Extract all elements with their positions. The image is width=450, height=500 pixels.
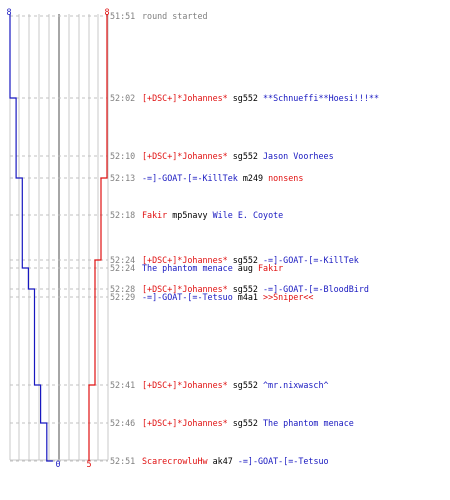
event-time: 52:24 <box>110 263 135 273</box>
event-part-red: [+DSC+]*Johannes* <box>142 151 228 161</box>
event-part-red: nonsens <box>268 173 303 183</box>
event-part-black: m4a1 <box>233 292 263 302</box>
event-part-black: aug <box>233 263 258 273</box>
event-part-blue: The phantom menace <box>263 418 354 428</box>
event-part-red: ScarecrowluHw <box>142 456 209 466</box>
event-time: 52:29 <box>110 292 135 302</box>
event-part-red: [+DSC+]*Johannes* <box>142 284 228 294</box>
blue-top-label: 8 <box>6 7 11 17</box>
event-row: 51:51 round started <box>110 11 208 21</box>
event-text: [+DSC+]*Johannes* sg552 -=]-GOAT-[=-Bloo… <box>142 284 369 294</box>
axis-labels: 8 8 0 5 <box>6 7 109 469</box>
event-part-red: [+DSC+]*Johannes* <box>142 93 228 103</box>
event-row: 52:24 The phantom menace aug Fakir <box>110 263 283 273</box>
event-part-blue: -=]-GOAT-[=-BloodBird <box>263 284 369 294</box>
event-time: 52:24 <box>110 255 135 265</box>
event-part-blue: -=]-GOAT-[=-KillTek <box>263 255 359 265</box>
event-part-blue: -=]-GOAT-[=-Tetsuo <box>142 292 233 302</box>
blue-score-line <box>9 14 53 462</box>
event-part-black: sg552 <box>228 418 263 428</box>
event-time: 52:13 <box>110 173 135 183</box>
event-part-red: [+DSC+]*Johannes* <box>142 418 228 428</box>
event-part-blue: The phantom menace <box>142 263 233 273</box>
event-text: ScarecrowluHw ak47 -=]-GOAT-[=-Tetsuo <box>142 456 329 466</box>
event-part-blue: Wile E. Coyote <box>213 210 284 220</box>
event-row: 52:28 [+DSC+]*Johannes* sg552 -=]-GOAT-[=… <box>110 284 369 294</box>
event-part-black: m249 <box>238 173 268 183</box>
event-text: -=]-GOAT-[=-Tetsuo m4a1 >>Sniper<< <box>142 292 313 302</box>
event-row: 52:51 ScarecrowluHw ak47 -=]-GOAT-[=-Tets… <box>110 456 329 466</box>
event-part-black: sg552 <box>228 255 263 265</box>
event-part-black: sg552 <box>228 380 263 390</box>
event-text: round started <box>142 11 208 21</box>
event-part-red: [+DSC+]*Johannes* <box>142 255 228 265</box>
score-lines <box>9 14 108 462</box>
event-time: 51:51 <box>110 11 135 21</box>
event-part-blue: Jason Voorhees <box>263 151 334 161</box>
event-part-black: mp5navy <box>167 210 212 220</box>
red-score-line <box>88 14 108 461</box>
event-part-blue: **Schnueffi**Hoesi!!!** <box>263 93 379 103</box>
event-text: [+DSC+]*Johannes* sg552 -=]-GOAT-[=-Kill… <box>142 255 359 265</box>
event-time: 52:10 <box>110 151 135 161</box>
event-text: [+DSC+]*Johannes* sg552 The phantom mena… <box>142 418 354 428</box>
event-row: 52:18 Fakir mp5navy Wile E. Coyote <box>110 210 283 220</box>
event-part-blue: -=]-GOAT-[=-KillTek <box>142 173 238 183</box>
event-part-black: sg552 <box>228 151 263 161</box>
event-part-black: ak47 <box>208 456 238 466</box>
event-text: The phantom menace aug Fakir <box>142 263 283 273</box>
event-part-red: Fakir <box>142 210 167 220</box>
kill-event-log: 51:51 round started 52:02 [+DSC+]*Johannes*… <box>110 11 379 466</box>
event-part-black: sg552 <box>228 284 263 294</box>
event-row: 52:29 -=]-GOAT-[=-Tetsuo m4a1 >>Sniper<< <box>110 292 313 302</box>
event-part-blue: ^mr.nixwasch^ <box>263 380 329 390</box>
event-part-black: sg552 <box>228 93 263 103</box>
red-top-label: 8 <box>104 7 109 17</box>
event-row: 52:41 [+DSC+]*Johannes* sg552 ^mr.nixwasc… <box>110 380 329 390</box>
blue-bottom-label: 0 <box>55 459 60 469</box>
event-text: -=]-GOAT-[=-KillTek m249 nonsens <box>142 173 303 183</box>
event-row: 52:10 [+DSC+]*Johannes* sg552 Jason Voorh… <box>110 151 334 161</box>
event-time: 52:41 <box>110 380 135 390</box>
chart-grid <box>9 14 109 461</box>
event-part-gray: round started <box>142 11 208 21</box>
event-time: 52:02 <box>110 93 135 103</box>
event-part-blue: -=]-GOAT-[=-Tetsuo <box>238 456 329 466</box>
event-time: 52:18 <box>110 210 135 220</box>
event-guide-lines <box>10 15 108 462</box>
event-text: Fakir mp5navy Wile E. Coyote <box>142 210 283 220</box>
event-part-red: >>Sniper<< <box>263 292 313 302</box>
event-time: 52:46 <box>110 418 135 428</box>
event-row: 52:02 [+DSC+]*Johannes* sg552 **Schnueffi… <box>110 93 379 103</box>
event-text: [+DSC+]*Johannes* sg552 ^mr.nixwasch^ <box>142 380 329 390</box>
event-row: 52:13 -=]-GOAT-[=-KillTek m249 nonsens <box>110 173 303 183</box>
event-row: 52:46 [+DSC+]*Johannes* sg552 The phantom… <box>110 418 354 428</box>
event-part-red: [+DSC+]*Johannes* <box>142 380 228 390</box>
event-text: [+DSC+]*Johannes* sg552 Jason Voorhees <box>142 151 334 161</box>
event-text: [+DSC+]*Johannes* sg552 **Schnueffi**Hoe… <box>142 93 379 103</box>
event-time: 52:28 <box>110 284 135 294</box>
event-part-red: Fakir <box>258 263 283 273</box>
red-bottom-label: 5 <box>86 459 91 469</box>
event-time: 52:51 <box>110 456 135 466</box>
event-row: 52:24 [+DSC+]*Johannes* sg552 -=]-GOAT-[=… <box>110 255 359 265</box>
